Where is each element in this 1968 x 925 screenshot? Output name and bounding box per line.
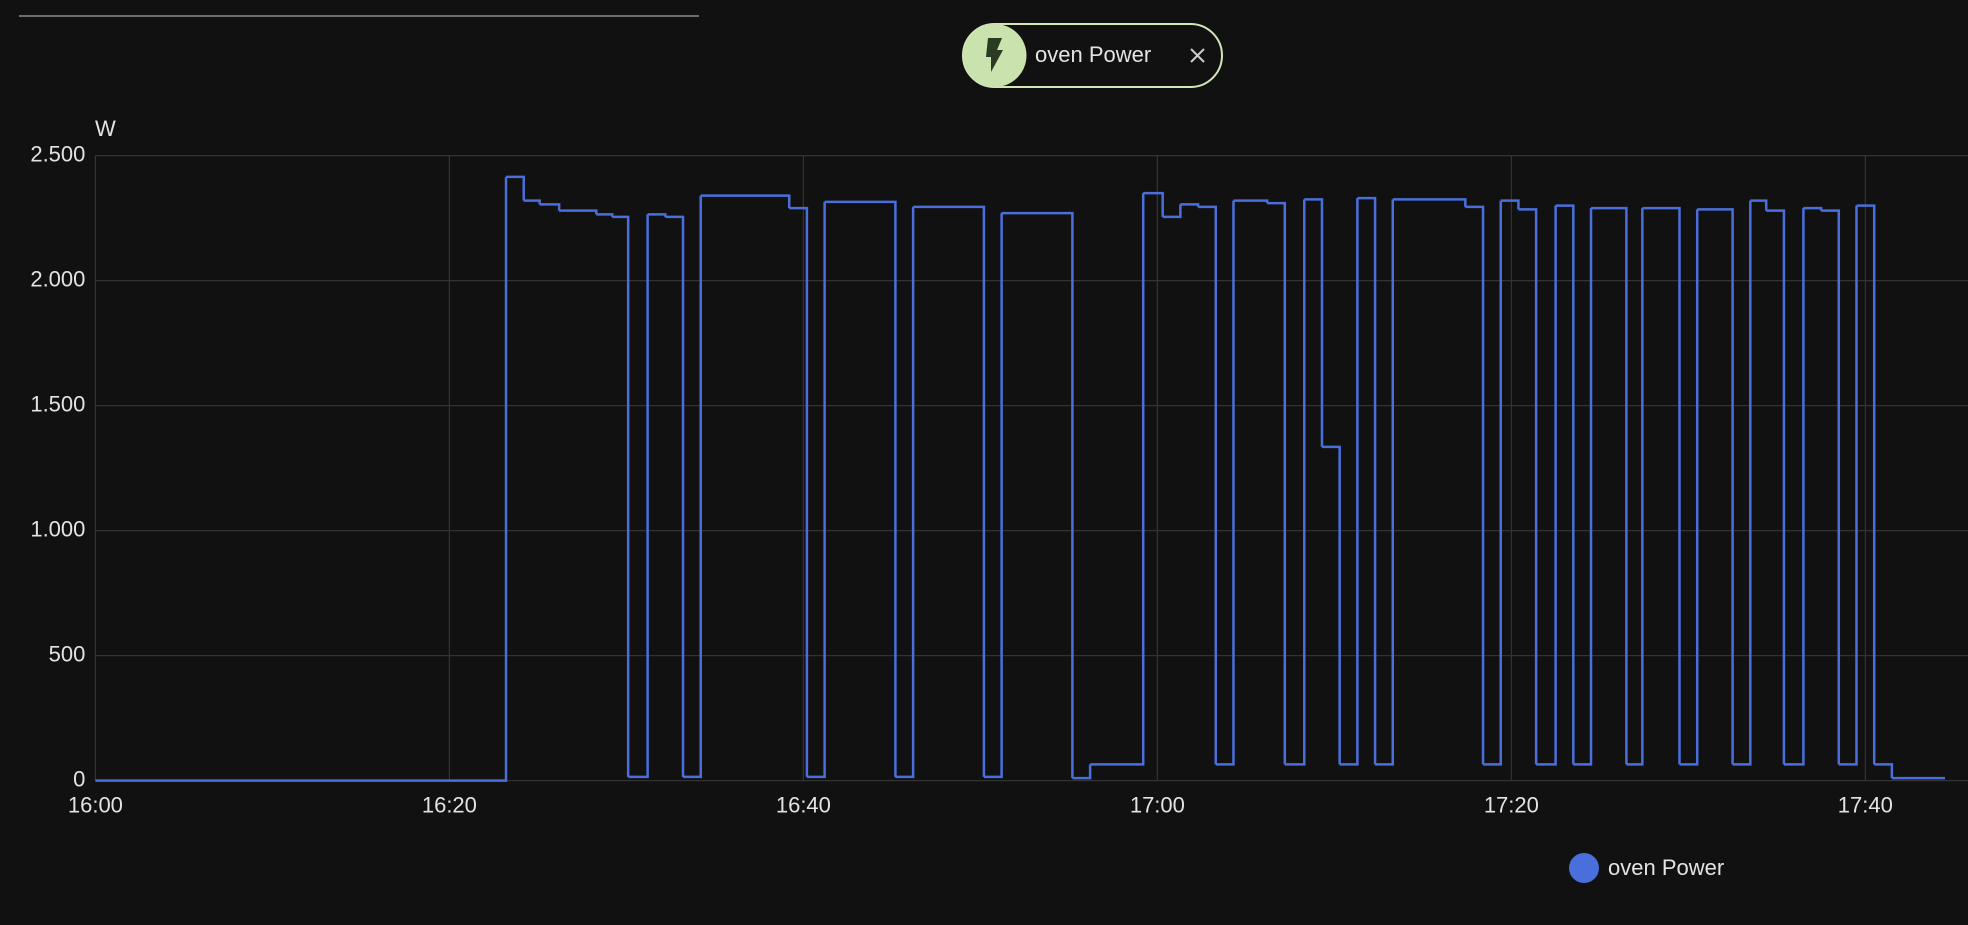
step-segment (1838, 205, 1858, 766)
step-segment (1573, 208, 1593, 766)
x-tick-label: 16:20 (422, 792, 477, 817)
step-segment (1339, 198, 1359, 766)
step-segment (1732, 200, 1752, 766)
x-tick-label: 17:20 (1484, 792, 1539, 817)
step-segment (1321, 445, 1341, 765)
y-tick-label: 500 (49, 641, 86, 666)
x-tick-label: 17:40 (1838, 792, 1893, 817)
step-segment (1783, 208, 1805, 766)
step-segment (539, 203, 561, 211)
step-segment (1162, 204, 1182, 219)
step-segment (647, 213, 667, 217)
step-segment (895, 206, 915, 779)
step-segment (1483, 200, 1502, 766)
step-segment (1856, 204, 1876, 765)
x-tick-label: 16:40 (776, 792, 831, 817)
step-segment (1536, 205, 1557, 766)
step-segment (506, 175, 525, 201)
chip-border (962, 23, 1223, 88)
y-tick-label: 1.500 (30, 391, 85, 416)
step-segment (1001, 211, 1074, 779)
step-segment (95, 176, 508, 782)
y-tick-label: 0 (73, 766, 85, 791)
step-segment (1626, 208, 1644, 766)
step-segment (1284, 199, 1306, 766)
step-segment (1090, 193, 1145, 766)
step-segment (806, 201, 826, 779)
step-segment (1679, 209, 1699, 766)
y-tick-label: 1.000 (30, 516, 85, 541)
step-segment (1518, 208, 1538, 765)
step-segment (665, 215, 685, 777)
step-segment (1500, 199, 1520, 210)
step-segment (1215, 200, 1235, 766)
x-tick-label: 17:00 (1130, 792, 1185, 817)
legend-swatch (1569, 853, 1599, 883)
step-segment (559, 209, 598, 215)
step-segment (1233, 199, 1269, 204)
step-segment (628, 214, 649, 779)
step-segment (1766, 209, 1786, 765)
step-segment (1198, 205, 1218, 765)
step-segment (1392, 198, 1467, 207)
chip-remove[interactable] (1190, 48, 1205, 63)
x-tick-label: 16:00 (68, 792, 123, 817)
step-segment (1642, 206, 1681, 765)
step-segment (1591, 206, 1628, 765)
step-segment (913, 205, 986, 777)
step-segment (1180, 203, 1200, 207)
y-tick-label: 2.500 (30, 141, 85, 166)
step-segment (1750, 199, 1768, 211)
flash-icon (986, 38, 1003, 72)
step-segment (1357, 196, 1377, 765)
step-segment (1697, 208, 1734, 765)
step-segment (824, 200, 897, 777)
step-segment (1821, 209, 1841, 765)
step-segment (1465, 205, 1485, 765)
step-segment (683, 195, 702, 779)
y-unit: W (95, 116, 116, 141)
step-segment (983, 213, 1003, 779)
legend-label: oven Power (1608, 855, 1724, 880)
step-segment (523, 199, 541, 205)
step-segment (1267, 201, 1287, 765)
step-segment (1304, 198, 1324, 447)
step-segment (1555, 204, 1575, 765)
step-segment (789, 206, 809, 777)
step-segment (1803, 206, 1823, 211)
step-segment (612, 215, 630, 777)
step-segment (1874, 763, 1894, 779)
step-segment (1072, 764, 1092, 780)
entity-chip[interactable]: oven Power (962, 23, 1223, 88)
step-segment (596, 213, 614, 217)
y-tick-label: 2.000 (30, 266, 85, 291)
step-segment (1143, 191, 1164, 217)
step-segment (700, 194, 791, 209)
chip-label: oven Power (1035, 42, 1151, 67)
step-segment (1375, 199, 1395, 766)
